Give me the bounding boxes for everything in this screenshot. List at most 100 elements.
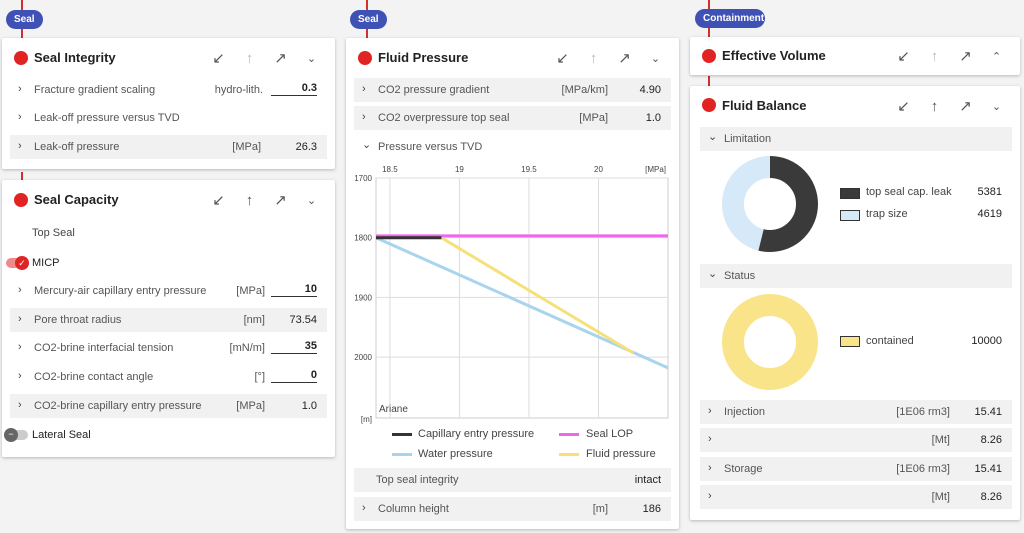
minus-icon: − <box>4 428 18 442</box>
arrow-up-right-icon[interactable]: ↗ <box>959 98 972 115</box>
row-unit: [°] <box>254 371 265 383</box>
list-item[interactable]: › CO2-brine interfacial tension [mN/m] 3… <box>10 336 327 360</box>
card-title: Effective Volume <box>722 48 826 63</box>
connector-line <box>366 28 368 40</box>
list-item[interactable]: › Fracture gradient scaling hydro-lith. … <box>10 78 327 102</box>
chevron-right-icon[interactable]: › <box>18 284 22 296</box>
contact-angle-input[interactable]: 0 <box>271 369 317 383</box>
arrow-down-left-icon[interactable]: ↙ <box>897 48 910 65</box>
list-item[interactable]: › CO2-brine capillary entry pressure [MP… <box>10 394 327 418</box>
chevron-down-icon[interactable]: ⌄ <box>306 194 317 207</box>
arrow-up-right-icon[interactable]: ↗ <box>274 50 287 67</box>
row-label: Leak-off pressure <box>34 141 120 153</box>
chevron-right-icon[interactable]: › <box>362 111 366 123</box>
list-item[interactable]: › CO2 overpressure top seal [MPa] 1.0 <box>354 106 671 130</box>
card-title: Fluid Balance <box>722 98 807 113</box>
chevron-right-icon[interactable]: › <box>18 140 22 152</box>
row-value: 8.26 <box>980 434 1002 446</box>
card-header: Seal Integrity ↙ ↑ ↗ ⌄ <box>2 38 335 78</box>
capillary-entry-input[interactable]: 10 <box>271 283 317 297</box>
list-item[interactable]: › CO2-brine contact angle [°] 0 <box>10 365 327 389</box>
list-item[interactable]: › [Mt] 8.26 <box>700 485 1012 509</box>
chevron-up-icon[interactable]: ⌃ <box>991 50 1002 63</box>
y-unit-label: [m] <box>361 415 372 424</box>
arrow-up-icon[interactable]: ↑ <box>245 49 254 67</box>
chevron-right-icon[interactable]: › <box>362 83 366 95</box>
row-unit: [1E06 rm3] <box>896 463 950 475</box>
legend-label: contained <box>866 335 914 347</box>
arrow-down-left-icon[interactable]: ↙ <box>212 192 225 209</box>
chevron-down-icon[interactable]: ⌄ <box>362 139 372 151</box>
donut-slice-contained <box>722 294 818 390</box>
legend-swatch <box>840 336 860 347</box>
pressure-chart-svg: 18.5 19 19.5 20 [MPa] 1700 1800 1900 2000 [m] Aria… <box>354 165 669 424</box>
status-section-header[interactable]: ⌄ Status <box>700 264 1012 288</box>
arrow-up-icon[interactable]: ↑ <box>589 49 598 67</box>
arrow-up-right-icon[interactable]: ↗ <box>274 192 287 209</box>
chevron-right-icon[interactable]: › <box>708 490 712 502</box>
list-item[interactable]: › Injection [1E06 rm3] 15.41 <box>700 400 1012 424</box>
list-item[interactable]: › Leak-off pressure [MPa] 26.3 <box>10 135 327 159</box>
arrow-up-right-icon[interactable]: ↗ <box>959 48 972 65</box>
row-label: Limitation <box>724 133 772 145</box>
legend-value: 4619 <box>977 208 1002 220</box>
legend-label: top seal cap. leak <box>866 186 952 198</box>
chevron-down-icon[interactable]: ⌄ <box>650 52 661 65</box>
fluid-balance-card: Fluid Balance ↙ ↑ ↗ ⌄ ⌄ Limitation top s… <box>690 86 1020 520</box>
row-label: Injection <box>724 406 765 418</box>
card-title: Seal Integrity <box>34 50 116 65</box>
containment-tag[interactable]: Containment <box>695 9 765 28</box>
arrow-up-icon[interactable]: ↑ <box>930 97 939 115</box>
limitation-section-header[interactable]: ⌄ Limitation <box>700 127 1012 151</box>
arrow-down-left-icon[interactable]: ↙ <box>556 50 569 67</box>
micp-toggle[interactable]: ✓ <box>6 256 29 270</box>
row-unit: [Mt] <box>931 491 950 503</box>
chevron-down-icon[interactable]: ⌄ <box>306 52 317 65</box>
arrow-up-right-icon[interactable]: ↗ <box>618 50 631 67</box>
fluid-pressure-card: Fluid Pressure ↙ ↑ ↗ ⌄ › CO2 pressure gr… <box>346 38 679 529</box>
arrow-down-left-icon[interactable]: ↙ <box>897 98 910 115</box>
chevron-down-icon[interactable]: ⌄ <box>708 131 718 143</box>
chevron-right-icon[interactable]: › <box>708 433 712 445</box>
chart-section-header[interactable]: ⌄ Pressure versus TVD <box>354 135 671 159</box>
legend-label: trap size <box>866 208 908 220</box>
arrow-up-icon[interactable]: ↑ <box>245 191 254 209</box>
chevron-right-icon[interactable]: › <box>18 83 22 95</box>
list-item[interactable]: › CO2 pressure gradient [MPa/km] 4.90 <box>354 78 671 102</box>
chevron-right-icon[interactable]: › <box>18 313 22 325</box>
seal-tag[interactable]: Seal <box>350 10 387 29</box>
legend-swatch-seal-lop <box>559 433 579 436</box>
status-donut-chart <box>722 294 818 390</box>
arrow-up-icon[interactable]: ↑ <box>930 47 939 65</box>
list-item[interactable]: › Mercury-air capillary entry pressure [… <box>10 279 327 303</box>
chevron-right-icon[interactable]: › <box>18 399 22 411</box>
row-unit: [MPa] <box>232 141 261 153</box>
chevron-right-icon[interactable]: › <box>18 370 22 382</box>
row-value: 1.0 <box>301 400 317 412</box>
list-item[interactable]: › [Mt] 8.26 <box>700 428 1012 452</box>
chevron-right-icon[interactable]: › <box>708 405 712 417</box>
chevron-right-icon[interactable]: › <box>708 462 712 474</box>
connector-line <box>708 0 710 10</box>
chevron-right-icon[interactable]: › <box>18 111 22 123</box>
list-item[interactable]: › Pore throat radius [nm] 73.54 <box>10 308 327 332</box>
chevron-right-icon[interactable]: › <box>362 502 366 514</box>
list-item[interactable]: › Storage [1E06 rm3] 15.41 <box>700 457 1012 481</box>
connector-line <box>708 76 710 86</box>
lateral-seal-toggle[interactable]: − <box>4 428 28 442</box>
x-tick-label: 19 <box>455 165 464 174</box>
fracture-gradient-input[interactable]: 0.3 <box>271 82 317 96</box>
arrow-down-left-icon[interactable]: ↙ <box>212 50 225 67</box>
list-item[interactable]: › Leak-off pressure versus TVD <box>10 106 327 130</box>
interfacial-tension-input[interactable]: 35 <box>271 340 317 354</box>
chevron-right-icon[interactable]: › <box>18 341 22 353</box>
effective-volume-card: Effective Volume ↙ ↑ ↗ ⌃ <box>690 37 1020 75</box>
legend-swatch-fluid <box>559 453 579 456</box>
legend-value: 5381 <box>977 186 1002 198</box>
chevron-down-icon[interactable]: ⌄ <box>991 100 1002 113</box>
chevron-down-icon[interactable]: ⌄ <box>708 268 718 280</box>
list-item[interactable]: › Column height [m] 186 <box>354 497 671 521</box>
status-dot <box>702 98 716 112</box>
row-label: Pressure versus TVD <box>378 141 483 153</box>
seal-tag[interactable]: Seal <box>6 10 43 29</box>
